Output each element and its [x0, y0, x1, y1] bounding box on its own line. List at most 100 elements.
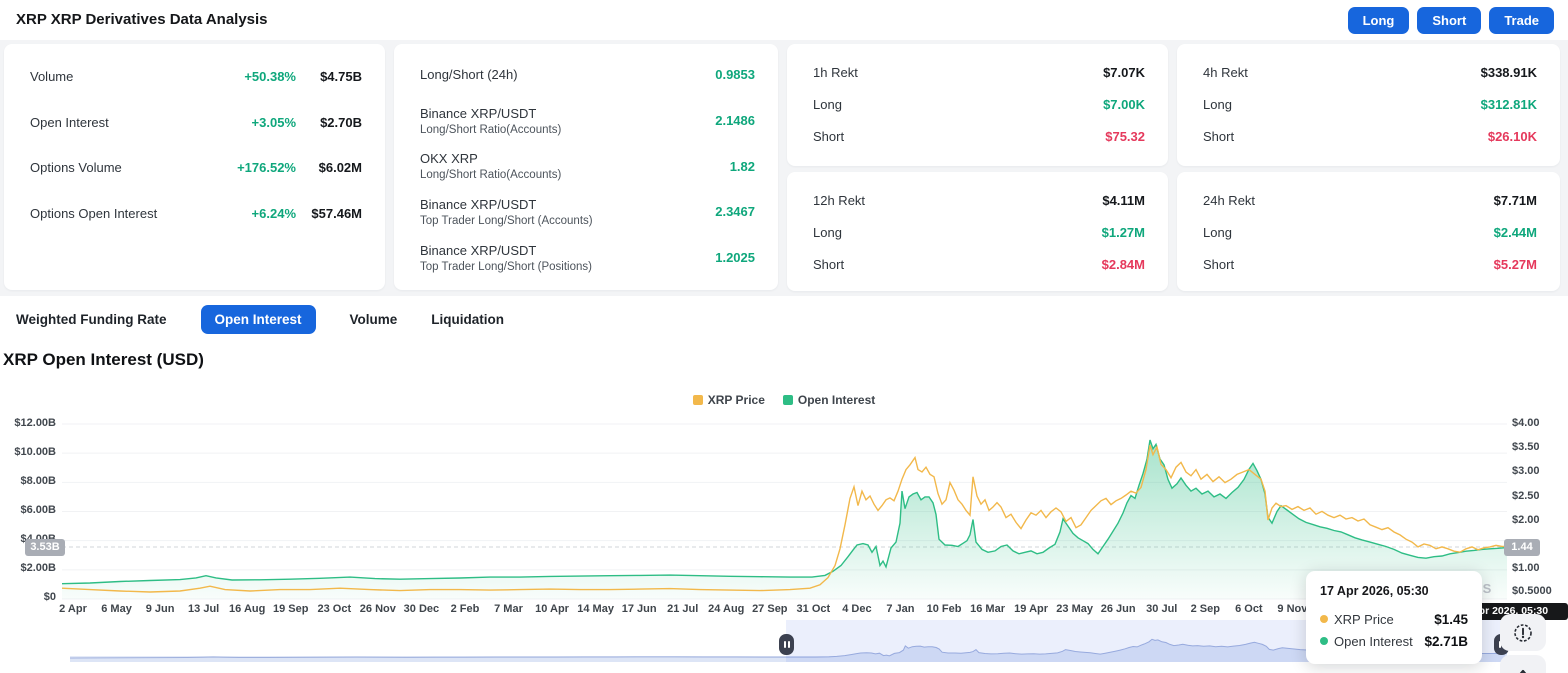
tooltip-row-xrp-price: XRP Price $1.45 — [1320, 608, 1468, 630]
y-right-tick: $2.50 — [1512, 490, 1540, 502]
trade-button[interactable]: Trade — [1489, 7, 1554, 34]
rekt-value: $7.07K — [1103, 64, 1145, 80]
rekt-label: 1h Rekt — [813, 64, 858, 80]
legend-swatch — [782, 395, 793, 405]
y-right-tick: $3.00 — [1512, 465, 1540, 477]
rekt-value: $75.32 — [1105, 128, 1145, 144]
stat-label: Volume — [30, 69, 74, 85]
rekt-total-row: 4h Rekt $338.91K — [1177, 56, 1560, 88]
stat-label: Open Interest — [30, 114, 109, 130]
ratio-row-long-short-24h: Long/Short (24h) 0.9853 — [394, 52, 778, 98]
x-tick: 6 Oct — [1235, 603, 1263, 615]
y-right-tick: $4.00 — [1512, 417, 1540, 429]
legend-item-xrp-price[interactable]: XRP Price — [692, 393, 765, 407]
rekt-value: $4.11M — [1102, 192, 1145, 208]
y-left-tick: $2.00B — [20, 562, 56, 574]
y-left-tick: $8.00B — [20, 475, 56, 487]
main-chart-svg[interactable] — [0, 415, 1568, 615]
x-tick: 30 Jul — [1146, 603, 1178, 615]
rekt-value: $312.81K — [1480, 96, 1537, 112]
tab-liquidation[interactable]: Liquidation — [431, 311, 505, 327]
x-tick: 23 Oct — [317, 603, 352, 615]
rekt-value: $338.91K — [1480, 64, 1537, 80]
rekt-short-row: Short $2.84M — [787, 248, 1168, 280]
x-tick: 21 Jul — [667, 603, 699, 615]
tooltip-label: Open Interest — [1334, 633, 1413, 649]
ratio-sub-label: Long/Short Ratio(Accounts) — [420, 123, 562, 136]
x-tick: 17 Jun — [621, 603, 657, 615]
rekt-label: 24h Rekt — [1203, 192, 1256, 208]
x-tick: 26 Nov — [359, 603, 396, 615]
main-chart[interactable]: $12.00B$10.00B$8.00B$6.00B$4.00B$2.00B$0… — [0, 415, 1568, 615]
tab-weighted-funding-rate[interactable]: Weighted Funding Rate — [16, 311, 167, 327]
ratio-sub-label: Top Trader Long/Short (Accounts) — [420, 214, 593, 227]
stat-label: Options Volume — [30, 160, 122, 176]
chart-title: XRP Open Interest (USD) — [3, 350, 204, 369]
x-tick: 2 Apr — [59, 603, 87, 615]
short-button[interactable]: Short — [1417, 7, 1482, 34]
tooltip-value: $1.45 — [1434, 611, 1468, 627]
rekt-value: $7.71M — [1493, 192, 1537, 208]
rekt-card-4h: 4h Rekt $338.91K Long $312.81K Short $26.10K — [1177, 44, 1560, 166]
legend-label: XRP Price — [707, 393, 765, 407]
ratio-sub-label: Long/Short Ratio(Accounts) — [420, 169, 562, 182]
tab-volume[interactable]: Volume — [349, 311, 398, 327]
rekt-short-row: Short $26.10K — [1177, 120, 1560, 152]
ratio-texts: OKX XRP Long/Short Ratio(Accounts) — [420, 151, 730, 181]
x-tick: 27 Sep — [752, 603, 788, 615]
ratio-texts: Long/Short (24h) — [420, 67, 715, 82]
y-left-tick: $6.00B — [20, 504, 56, 516]
rekt-long-row: Long $2.44M — [1177, 216, 1560, 248]
rekt-value: $2.44M — [1493, 224, 1537, 240]
stat-change: +176.52% — [237, 160, 296, 176]
x-tick: 13 Jul — [188, 603, 220, 615]
rekt-label: Short — [813, 128, 845, 144]
x-tick: 2 Feb — [450, 603, 480, 615]
rekt-value: $7.00K — [1103, 96, 1145, 112]
rekt-card-1h: 1h Rekt $7.07K Long $7.00K Short $75.32 — [787, 44, 1168, 166]
alert-button[interactable] — [1500, 614, 1546, 651]
x-tick: 16 Mar — [970, 603, 1005, 615]
rekt-total-row: 1h Rekt $7.07K — [787, 56, 1168, 88]
rekt-value: $5.27M — [1493, 256, 1537, 272]
x-axis: 2 Apr 6 May 9 Jun 13 Jul 16 Aug 19 Sep 23 Oct 2… — [0, 603, 1568, 619]
chart-tabs: Weighted Funding Rate Open Interest Volume… — [16, 304, 505, 334]
datazoom-left-handle[interactable] — [779, 634, 794, 655]
x-tick: 19 Apr — [1014, 603, 1049, 615]
ratio-texts: Binance XRP/USDT Top Trader Long/Short (P… — [420, 243, 715, 273]
rekt-long-row: Long $7.00K — [787, 88, 1168, 120]
x-tick: 4 Dec — [842, 603, 872, 615]
rekt-label: Long — [1203, 96, 1232, 112]
x-tick: 6 May — [101, 603, 132, 615]
tab-open-interest[interactable]: Open Interest — [200, 304, 316, 334]
x-tick: 9 Jun — [145, 603, 175, 615]
long-short-ratios-card: Long/Short (24h) 0.9853 Binance XRP/USDT Lo… — [394, 44, 778, 290]
scroll-to-top-button[interactable] — [1500, 655, 1546, 673]
rekt-long-row: Long $312.81K — [1177, 88, 1560, 120]
ratio-label: OKX XRP — [420, 151, 478, 167]
ratio-row-binance-xrp-usdt-top-trader-long-short-positions: Binance XRP/USDT Top Trader Long/Short (P… — [394, 235, 778, 281]
ratio-label: Binance XRP/USDT — [420, 196, 537, 212]
y-right-tick: $3.50 — [1512, 441, 1540, 453]
y-right-tick: $2.00 — [1512, 514, 1540, 526]
legend-item-open-interest[interactable]: Open Interest — [782, 393, 875, 407]
alert-badge-icon — [1514, 623, 1532, 642]
x-tick: 24 Aug — [708, 603, 745, 615]
series-dot — [1320, 615, 1328, 623]
rekt-label: Short — [1203, 256, 1235, 272]
x-tick: 14 May — [577, 603, 614, 615]
y-right-tick: $0.5000 — [1512, 585, 1552, 597]
ratio-value: 1.82 — [729, 158, 755, 174]
y-right-tick: $1.00 — [1512, 562, 1540, 574]
header-actions: Long Short Trade — [1347, 7, 1554, 34]
ratio-value: 2.3467 — [715, 204, 755, 220]
tooltip-value: $2.71B — [1424, 633, 1468, 649]
chevron-up-icon — [1519, 669, 1527, 673]
rekt-value: $26.10K — [1487, 128, 1537, 144]
series-dot — [1320, 637, 1328, 645]
long-button[interactable]: Long — [1347, 7, 1410, 34]
rekt-label: Long — [813, 224, 842, 240]
rekt-short-row: Short $75.32 — [787, 120, 1168, 152]
ratio-label: Long/Short (24h) — [420, 67, 518, 83]
ratio-texts: Binance XRP/USDT Long/Short Ratio(Account… — [420, 106, 715, 136]
